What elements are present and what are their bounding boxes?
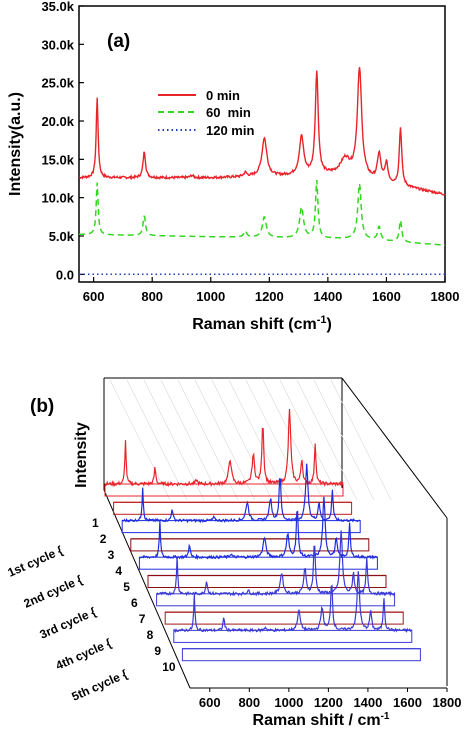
b-spectrum-line [173, 571, 412, 633]
a-x-tick-label: 800 [141, 289, 163, 304]
b-x-title-sup: -1 [381, 711, 390, 722]
b-x-title-main: Raman shift / cm [253, 712, 381, 729]
b-spectrum-ribbon [138, 556, 378, 570]
legend-label-0min: 0 min [206, 88, 240, 103]
a-y-tick-label: 25.0k [41, 76, 74, 91]
b-gridline [160, 379, 222, 501]
b-x-tick-label: 1800 [433, 695, 462, 710]
panel-a-label: (a) [107, 31, 130, 52]
a-series-line [78, 67, 446, 196]
b-gridline [143, 379, 205, 501]
panel-b-label: (b) [30, 396, 54, 417]
x-title-sup: -1 [317, 314, 327, 326]
panel-b-x-axis-title: Raman shift / cm-1 [253, 711, 390, 729]
b-gridline [177, 379, 239, 501]
panel-b-x-axis: 600 800 1000 1200 1400 1600 1800 [199, 688, 462, 710]
legend-label-120min: 120 min [206, 123, 254, 138]
b-spectrum-index: 9 [154, 644, 161, 658]
b-spectrum-line [156, 530, 396, 598]
b-spectrum-index: 2 [100, 532, 107, 546]
b-cycle-label: 2nd cycle { [22, 572, 85, 610]
b-x-tick-label: 1000 [274, 695, 303, 710]
b-x-tick-label: 1200 [314, 695, 343, 710]
b-spectrum-ribbon [173, 629, 413, 643]
panel-a-series [78, 67, 446, 276]
a-x-tick-label: 1200 [255, 289, 284, 304]
b-x-tick-label: 800 [238, 695, 260, 710]
b-gridline [211, 379, 273, 501]
b-x-tick-label: 1400 [353, 695, 382, 710]
panel-a-x-axis: 600 800 1000 1200 1400 1600 1800 [83, 277, 460, 304]
b-spectrum-index: 4 [115, 564, 122, 578]
a-y-tick-label: 10.0k [41, 191, 74, 206]
panel-a-x-axis-title: Raman shift (cm-1) [192, 314, 332, 333]
b-spectrum-ribbon [104, 483, 344, 497]
a-y-tick-label: 0.0 [56, 267, 74, 282]
depth-bottom-edge [103, 489, 191, 689]
b-spectrum-index: 6 [131, 596, 138, 610]
depth-top-edge [341, 377, 448, 519]
a-y-tick-label: 20.0k [41, 114, 74, 129]
b-spectrum-ribbon [130, 538, 370, 552]
b-spectrum-ribbon [121, 520, 361, 534]
panel-a-y-axis: 0.0 5.0k 10.0k 15.0k 20.0k 25.0k 30.0k 35.0k [41, 0, 84, 282]
b-cycle-label: 1st cycle { [6, 543, 66, 580]
a-x-tick-label: 1800 [431, 289, 460, 304]
panel-a-legend: 0 min 60 min 120 min [158, 88, 254, 138]
panel-b-y-axis-title: Intensity [73, 422, 90, 488]
panel-a-plot-frame [78, 5, 446, 283]
b-gridline [330, 379, 392, 501]
b-gridline [194, 379, 256, 501]
b-spectrum-index: 8 [147, 628, 154, 642]
a-y-tick-label: 35.0k [41, 0, 74, 14]
b-spectrum-ribbon [156, 593, 396, 607]
b-spectrum-index: 5 [123, 580, 130, 594]
b-gridline [109, 379, 171, 501]
a-y-tick-label: 15.0k [41, 152, 74, 167]
x-title-close: ) [326, 316, 331, 333]
b-spectrum-ribbon [147, 575, 387, 588]
a-y-tick-label: 30.0k [41, 37, 74, 52]
a-y-tick-label: 5.0k [49, 229, 75, 244]
a-series-line [79, 179, 445, 246]
b-spectrum-line [104, 408, 344, 488]
b-gridline [279, 379, 341, 501]
b-spectrum-ribbon [164, 611, 404, 625]
panel-b-spectra [104, 408, 421, 662]
b-gridline [296, 379, 358, 501]
x-title-main: Raman shift [192, 316, 284, 333]
b-x-tick-label: 600 [199, 695, 221, 710]
b-cycle-label: 3rd cycle { [38, 604, 99, 641]
panel-b-cycle-labels: 1st cycle {2nd cycle {3rd cycle {4th cyc… [6, 543, 130, 704]
b-gridline [262, 379, 324, 501]
b-spectrum-index: 3 [108, 548, 115, 562]
b-cycle-label: 4th cycle { [54, 636, 114, 673]
panel-b-gridlines [109, 379, 392, 501]
b-x-tick-label: 1600 [393, 695, 422, 710]
b-spectrum-ribbon [181, 648, 421, 662]
a-x-tick-label: 1000 [196, 289, 225, 304]
b-gridline [126, 379, 188, 501]
panel-b-3d-frame [103, 377, 448, 689]
b-gridline [313, 379, 375, 501]
b-spectrum-index: 7 [139, 612, 146, 626]
panel-a: (a) 0.0 5.0k 10.0k 15.0k 20.0k 25.0k 30.0k 35.0… [7, 0, 459, 333]
b-spectrum-index: 1 [92, 516, 99, 530]
legend-label-60min: 60 min [206, 105, 251, 120]
panel-a-y-axis-title: Intensity(a.u.) [7, 92, 24, 196]
a-x-tick-label: 1600 [372, 289, 401, 304]
b-spectrum-ribbon [113, 501, 353, 515]
b-cycle-label: 5th cycle { [70, 667, 130, 704]
x-title-unit: (cm [288, 316, 316, 333]
b-spectrum-index: 10 [162, 660, 176, 674]
a-x-tick-label: 1400 [313, 289, 342, 304]
a-x-tick-label: 600 [83, 289, 105, 304]
